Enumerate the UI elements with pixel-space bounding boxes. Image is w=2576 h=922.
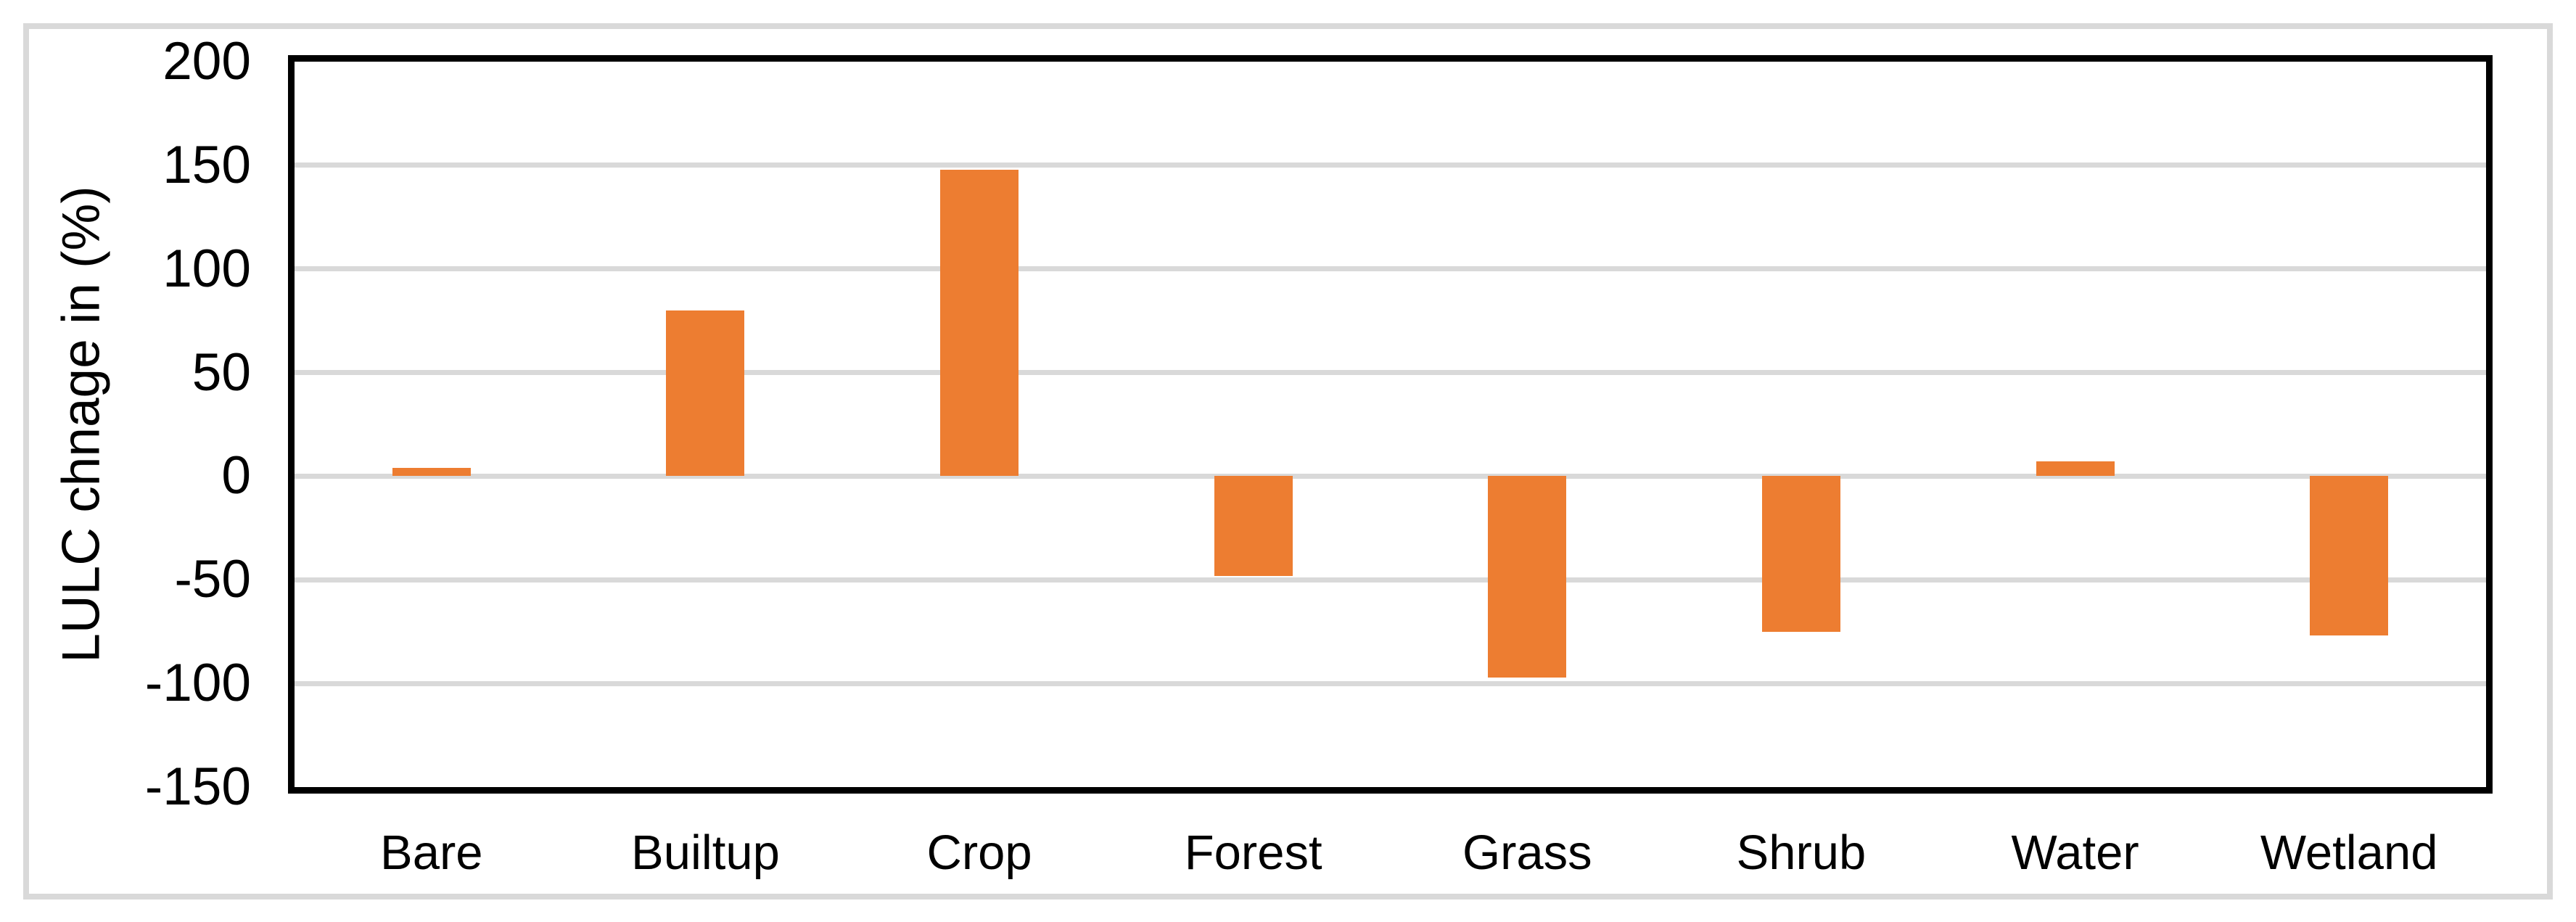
bar-wetland [2310,476,2389,636]
xtick-label-grass: Grass [1462,826,1592,880]
plot-area [295,62,2486,787]
xtick-label-bare: Bare [380,826,483,880]
ytick-label-100: 100 [162,239,251,298]
ytick-label--100: -100 [144,654,251,713]
xtick-label-forest: Forest [1184,826,1322,880]
bar-shrub [1761,476,1840,632]
figure-border [23,23,2553,900]
ytick-label-200: 200 [162,32,251,91]
ytick-label-0: 0 [221,446,251,506]
bar-crop [940,169,1019,477]
xtick-label-wetland: Wetland [2260,826,2438,880]
bar-forest [1214,476,1293,576]
gridline-100 [295,266,2486,272]
bar-water [2036,461,2115,477]
bar-builtup [666,310,745,477]
xtick-label-crop: Crop [926,826,1032,880]
xtick-label-water: Water [2011,826,2139,880]
bar-bare [392,468,471,477]
gridline-150 [295,162,2486,168]
gridline-50 [295,370,2486,376]
gridline--50 [295,577,2486,583]
bar-grass [1488,476,1567,678]
gridline--100 [295,680,2486,686]
xtick-label-builtup: Builtup [631,826,780,880]
ytick-label-150: 150 [162,135,251,194]
ytick-label-50: 50 [192,342,251,402]
gridline-0 [295,473,2486,479]
plot-area-border [288,55,2493,794]
xtick-label-shrub: Shrub [1736,826,1867,880]
ytick-label--150: -150 [144,757,251,816]
ytick-label--50: -50 [174,550,251,609]
